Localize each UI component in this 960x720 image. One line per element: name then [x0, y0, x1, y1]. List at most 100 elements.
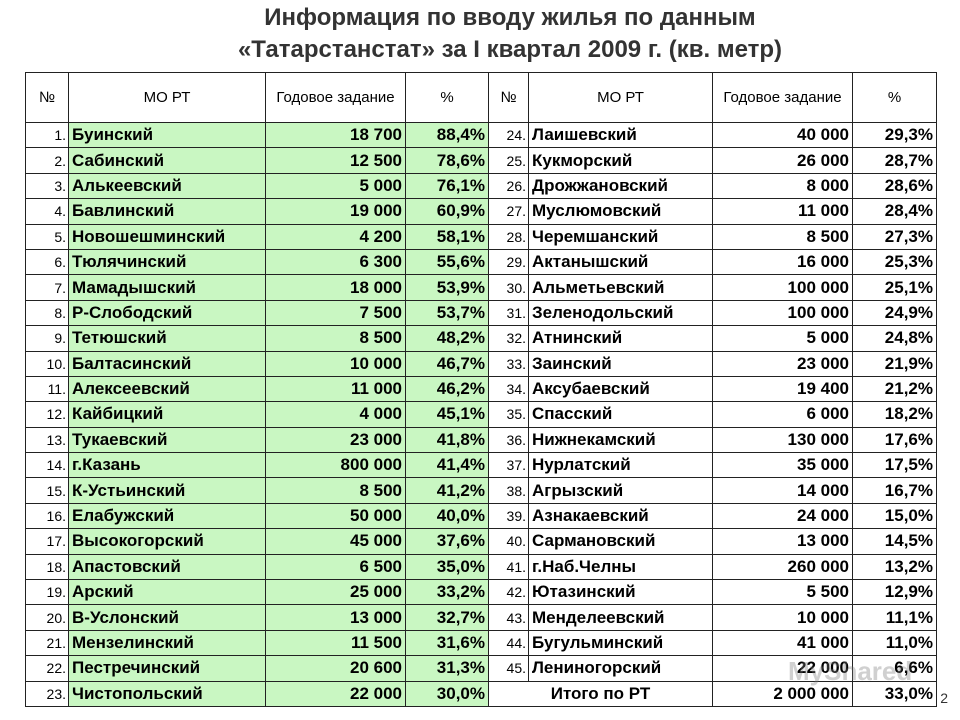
header-cell: МО РТ	[528, 72, 713, 123]
header-cell: №	[25, 72, 69, 123]
district: Муслюмовский	[528, 198, 713, 225]
percent: 41,4%	[405, 452, 489, 479]
row: 7. Мамадышский 18 000 53,9% 30. Альметьевский…	[25, 274, 937, 301]
row: 8. Р-Слободский 7 500 53,7% 31. Зеленодольски…	[25, 299, 937, 327]
percent: 41,2%	[405, 477, 489, 504]
district: Нурлатский	[528, 452, 713, 479]
row: 21. Мензелинский 11 500 31,6% 44. Бугульминск…	[25, 629, 937, 657]
percent: 53,7%	[405, 299, 489, 327]
row-number: 26.	[488, 172, 529, 200]
district: Алексеевский	[68, 375, 266, 403]
percent: 18,2%	[852, 401, 937, 428]
row-number: 43.	[488, 604, 529, 631]
district: Черемшанский	[528, 223, 713, 250]
housing-table: № МО РТ Годовое задание% № МО РТ Годовое зада…	[25, 72, 937, 707]
district: Тетюшский	[68, 325, 266, 352]
row-number: 44.	[488, 629, 529, 657]
row: 2. Сабинский 12 500 78,6% 25. Кукморский 26 00…	[25, 147, 937, 174]
annual-target: 45 000	[265, 528, 406, 555]
row-number: 15.	[25, 477, 69, 504]
district: Апастовский	[68, 553, 266, 581]
row-number: 35.	[488, 401, 529, 428]
row-number: 25.	[488, 147, 529, 174]
title-line: «Татарстанстат» за I квартал 2009 г. (кв…	[237, 36, 783, 63]
district: г.Наб.Челны	[528, 553, 713, 581]
district: Аксубаевский	[528, 375, 713, 403]
district: Сабинский	[68, 147, 266, 174]
row: 11. Алексеевский 11 000 46,2% 34. Аксубаевски…	[25, 375, 937, 403]
row-number: 12.	[25, 401, 69, 428]
district: Алькеевский	[68, 172, 266, 200]
annual-target: 5 000	[265, 172, 406, 200]
total-target: 2 000 000	[712, 680, 853, 707]
district: Мамадышский	[68, 274, 266, 301]
annual-target: 26 000	[712, 147, 853, 174]
percent: 28,7%	[852, 147, 937, 174]
total-label: Итого по РТ	[488, 680, 713, 707]
district: Р-Слободский	[68, 299, 266, 327]
row-number: 27.	[488, 198, 529, 225]
percent: 60,9%	[405, 198, 489, 225]
row: 14. г.Казань 800 000 41,4% 37. Нурлатский 35 0…	[25, 452, 937, 479]
row: 10. Балтасинский 10 000 46,7% 33. Заинский 23 …	[25, 350, 937, 377]
annual-target: 5 000	[712, 325, 853, 352]
annual-target: 23 000	[712, 350, 853, 377]
header-cell: №	[488, 72, 529, 123]
row-number: 1.	[25, 121, 69, 149]
row-number: 9.	[25, 325, 69, 352]
percent: 24,9%	[852, 299, 937, 327]
district: Заинский	[528, 350, 713, 377]
district: Альметьевский	[528, 274, 713, 301]
row-number: 36.	[488, 426, 529, 454]
row: 1. Буинский 18 700 88,4% 24. Лаишевский 40 000…	[25, 121, 937, 149]
annual-target: 14 000	[712, 477, 853, 504]
header-cell: Годовое задание	[265, 72, 406, 123]
district: Тюлячинский	[68, 248, 266, 276]
row-number: 4.	[25, 198, 69, 225]
row-number: 3.	[25, 172, 69, 200]
district: Буинский	[68, 121, 266, 149]
row: 12. Кайбицкий 4 000 45,1% 35. Спасский 6 000 18…	[25, 401, 937, 428]
district: Кукморский	[528, 147, 713, 174]
row-number: 21.	[25, 629, 69, 657]
district: Пестречинский	[68, 655, 266, 682]
percent: 13,2%	[852, 553, 937, 581]
percent: 14,5%	[852, 528, 937, 555]
district: Дрожжановский	[528, 172, 713, 200]
annual-target: 23 000	[265, 426, 406, 454]
percent: 11,0%	[852, 629, 937, 657]
row-number: 13.	[25, 426, 69, 454]
district: Лениногорский	[528, 655, 713, 682]
row-number: 32.	[488, 325, 529, 352]
district: Менделеевский	[528, 604, 713, 631]
row-number: 42.	[488, 579, 529, 606]
annual-target: 12 500	[265, 147, 406, 174]
percent: 27,3%	[852, 223, 937, 250]
annual-target: 18 000	[265, 274, 406, 301]
percent: 33,2%	[405, 579, 489, 606]
percent: 12,9%	[852, 579, 937, 606]
row-number: 29.	[488, 248, 529, 276]
percent: 15,0%	[852, 502, 937, 530]
row-number: 6.	[25, 248, 69, 276]
district: Новошешминский	[68, 223, 266, 250]
annual-target: 25 000	[265, 579, 406, 606]
row-number: 19.	[25, 579, 69, 606]
percent: 30,0%	[405, 680, 489, 707]
row-number: 2.	[25, 147, 69, 174]
annual-target: 50 000	[265, 502, 406, 530]
annual-target: 18 700	[265, 121, 406, 149]
annual-target: 13 000	[265, 604, 406, 631]
annual-target: 19 400	[712, 375, 853, 403]
row: 5. Новошешминский 4 200 58,1% 28. Черемшански…	[25, 223, 937, 250]
row-number: 40.	[488, 528, 529, 555]
row: 23. Чистопольский 22 000 30,0% Итого по РТ 2 …	[25, 680, 937, 707]
row-number: 5.	[25, 223, 69, 250]
header-cell: %	[405, 72, 489, 123]
percent: 53,9%	[405, 274, 489, 301]
annual-target: 19 000	[265, 198, 406, 225]
percent: 21,9%	[852, 350, 937, 377]
annual-target: 40 000	[712, 121, 853, 149]
annual-target: 8 000	[712, 172, 853, 200]
